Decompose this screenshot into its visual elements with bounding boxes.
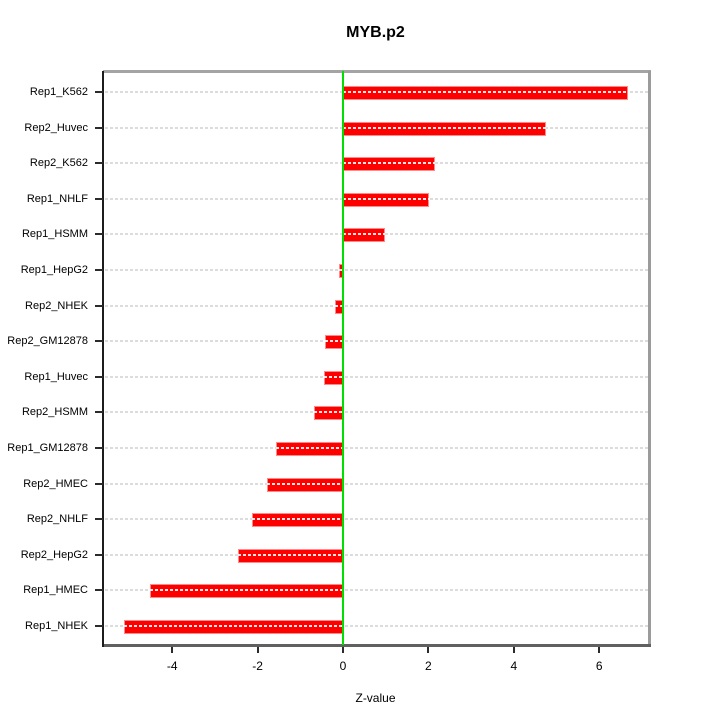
gridline [105, 589, 648, 592]
bar-dash-overlay [324, 375, 343, 378]
bar [325, 335, 343, 350]
bar [313, 406, 343, 421]
bar-dash-overlay [339, 269, 343, 271]
bar [266, 477, 343, 492]
bar-dash-overlay [237, 553, 343, 556]
plot-area: Rep1_K562 Rep2_Huvec Rep2_K562 Rep1_NHLF Rep… [7, 70, 651, 673]
bar [123, 620, 343, 634]
y-axis-label: Rep1_HSMM [21, 228, 88, 241]
y-axis-label: Rep2_HepG2 [20, 548, 88, 561]
y-axis-tick [95, 518, 103, 521]
y-axis-label: Rep2_Huvec [24, 121, 88, 134]
y-axis-label: Rep2_NHLF [26, 513, 88, 526]
x-axis-tick [342, 647, 344, 653]
y-axis-label: Rep1_NHEK [25, 620, 88, 632]
plot-frame-top [103, 70, 651, 73]
y-axis-label: Rep2_NHEK [25, 299, 88, 312]
x-axis-tick-label: -2 [252, 659, 263, 673]
bar-dash-overlay [343, 126, 546, 129]
y-axis-label: Rep2_K562 [29, 157, 88, 170]
bar-dash-overlay [123, 625, 343, 627]
y-axis-label: Rep1_HepG2 [20, 264, 88, 276]
y-axis-label: Rep1_GM12878 [7, 442, 88, 454]
bar [343, 192, 430, 207]
y-axis-tick [95, 447, 103, 449]
y-axis-label: Rep1_HMEC [23, 584, 88, 597]
bar-dash-overlay [266, 482, 343, 485]
y-axis-tick [95, 162, 103, 165]
plot-frame-bottom [103, 644, 651, 647]
zero-reference-line [342, 71, 344, 645]
y-axis-tick [95, 375, 103, 378]
bar-dash-overlay [334, 304, 343, 307]
plot-frame-left [102, 71, 104, 647]
y-axis-tick [95, 625, 103, 627]
y-axis-tick [95, 482, 103, 485]
bar-dash-overlay [149, 589, 343, 592]
y-axis-tick [95, 197, 103, 200]
bar [343, 121, 546, 136]
x-axis-tick [171, 647, 174, 653]
bar-dash-overlay [343, 233, 385, 236]
gridline [105, 482, 648, 485]
bar-dash-overlay [325, 340, 343, 343]
bar [324, 370, 343, 385]
y-axis-label: Rep1_Huvec [24, 370, 88, 383]
bar [275, 442, 343, 456]
y-axis-label: Rep1_K562 [29, 86, 88, 98]
gridline [105, 411, 648, 414]
x-axis-tick-label: 2 [425, 659, 432, 673]
y-axis-tick [95, 411, 103, 414]
bar-dash-overlay [275, 447, 343, 449]
gridline [105, 447, 648, 449]
gridline [105, 625, 648, 627]
gridline [105, 375, 648, 378]
gridline [105, 518, 648, 521]
bar [343, 157, 435, 172]
bar-dash-overlay [343, 91, 629, 93]
bar [343, 228, 385, 243]
bar-dash-overlay [343, 162, 435, 165]
y-axis-tick [95, 553, 103, 556]
x-axis-tick-label: 0 [339, 659, 347, 673]
chart-title: MYB.p2 [346, 24, 405, 41]
bar-dash-overlay [313, 411, 343, 414]
bar [237, 548, 343, 563]
plot-frame-right [648, 71, 651, 645]
x-axis-tick [256, 647, 259, 653]
bar [149, 584, 343, 599]
y-axis-tick [95, 304, 103, 307]
bar-dash-overlay [343, 197, 430, 200]
gridline [105, 269, 648, 271]
y-axis-tick [95, 269, 103, 271]
x-axis-tick [427, 647, 430, 653]
gridline [105, 340, 648, 343]
y-axis-tick [95, 91, 103, 93]
y-axis-label: Rep2_HMEC [23, 477, 88, 490]
gridline [105, 553, 648, 556]
x-axis-tick [512, 647, 515, 653]
bar [343, 86, 629, 100]
y-axis-label: Rep1_NHLF [26, 192, 88, 205]
bar-dash-overlay [252, 518, 343, 521]
x-axis-tick-label: -4 [166, 659, 178, 673]
x-axis-title: Z-value [355, 691, 396, 705]
y-axis-tick [95, 126, 103, 129]
y-axis-tick [95, 233, 103, 236]
bar [252, 513, 343, 528]
x-axis-tick [598, 647, 601, 653]
y-axis-label: Rep2_HSMM [21, 406, 88, 419]
y-axis-label: Rep2_GM12878 [7, 335, 88, 348]
y-axis-tick [95, 589, 103, 592]
y-axis-tick [95, 340, 103, 343]
gridline [105, 304, 648, 307]
x-axis-tick-label: 4 [510, 659, 518, 673]
x-axis-tick-label: 6 [595, 659, 603, 673]
